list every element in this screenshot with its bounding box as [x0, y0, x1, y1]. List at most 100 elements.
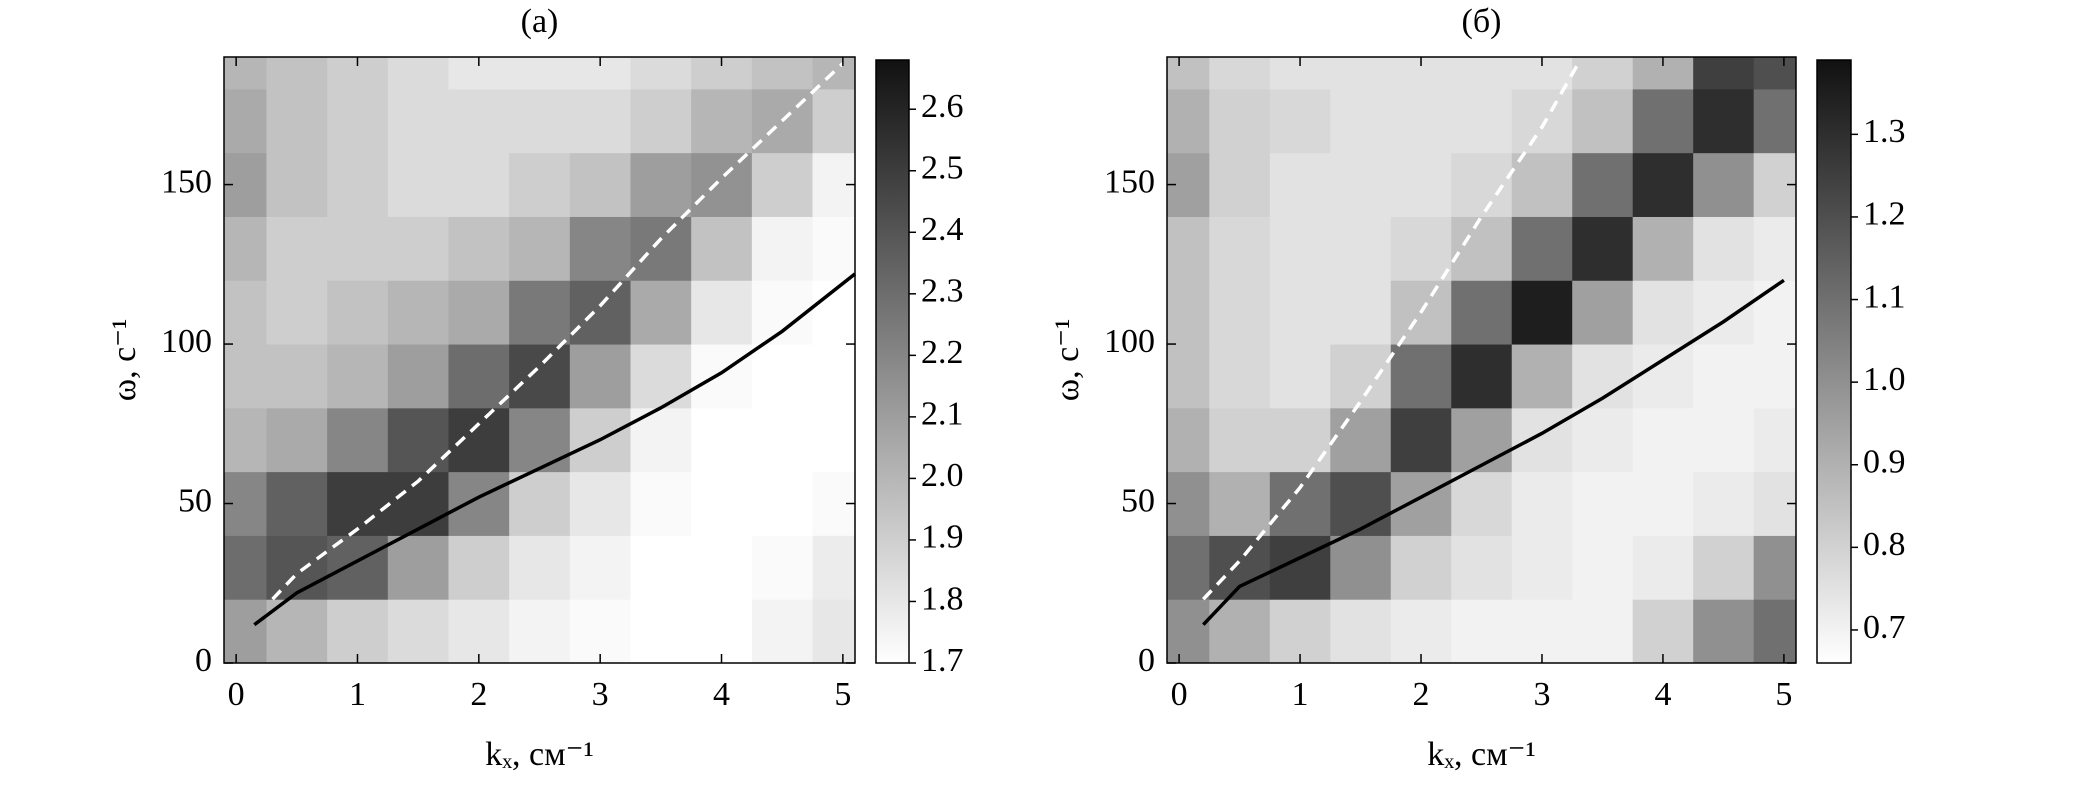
heat-cell: [509, 407, 571, 473]
heat-cell: [1451, 280, 1513, 345]
heat-cell: [266, 535, 328, 600]
heat-cell: [1330, 216, 1392, 281]
heat-cell: [1390, 88, 1452, 154]
plot-frame: [1166, 56, 1797, 664]
heat-cell: [224, 88, 267, 154]
heat-cell: [630, 599, 692, 664]
colorbar-tick-label: 2.3: [921, 273, 964, 310]
heat-cell: [1451, 344, 1513, 409]
heat-cell: [1269, 471, 1331, 536]
curve: [253, 272, 857, 627]
x-tick-label: 1: [1292, 676, 1309, 713]
heat-cell: [387, 535, 449, 600]
heat-cell: [1390, 344, 1452, 409]
x-tick-label: 5: [1775, 676, 1792, 713]
heat-cell: [1390, 407, 1452, 473]
heat-cell: [1753, 599, 1797, 664]
y-axis-label: ω, с⁻¹: [106, 319, 143, 402]
heat-cell: [751, 407, 814, 473]
heat-cell: [224, 280, 267, 345]
heat-cell: [266, 152, 328, 217]
y-tick-label: 0: [1138, 642, 1155, 679]
heat-cell: [569, 216, 632, 281]
heat-cell: [509, 471, 571, 536]
heat-cell: [751, 471, 814, 536]
heat-cell: [1451, 599, 1513, 664]
heat-cell: [1209, 152, 1271, 217]
heat-cell: [812, 216, 856, 281]
heat-cell: [1451, 407, 1513, 473]
heat-cell: [1209, 407, 1271, 473]
heat-cell: [1632, 471, 1694, 536]
heat-cell: [1693, 88, 1755, 154]
heat-cell: [1330, 152, 1392, 217]
heat-cell: [812, 407, 856, 473]
heat-cell: [509, 88, 571, 154]
heat-cell: [1451, 88, 1513, 154]
y-tick-label: 50: [1121, 482, 1155, 519]
heat-cell: [1753, 57, 1797, 90]
heat-cell: [1693, 599, 1755, 664]
colorbar-tick-label: 2.4: [921, 211, 964, 248]
heat-cell: [812, 535, 856, 600]
heat-cell: [691, 216, 753, 281]
heat-cell: [1572, 216, 1634, 281]
heat-cell: [691, 152, 753, 217]
heat-cell: [266, 471, 328, 536]
heat-cell: [327, 407, 389, 473]
x-tick-label: 1: [349, 676, 366, 713]
heat-cell: [1167, 344, 1210, 409]
heat-cell: [1269, 216, 1331, 281]
heat-cell: [1330, 88, 1392, 154]
heat-cell: [751, 57, 814, 90]
heat-cell: [387, 57, 449, 90]
heat-cell: [1693, 471, 1755, 536]
heat-cell: [509, 535, 571, 600]
chart-title: (б): [1462, 3, 1502, 40]
heat-cell: [1390, 535, 1452, 600]
x-tick-label: 0: [1171, 676, 1188, 713]
heat-cell: [266, 344, 328, 409]
heat-cell: [1209, 471, 1271, 536]
heat-cell: [1572, 152, 1634, 217]
heat-cell: [1451, 57, 1513, 90]
heat-cell: [387, 280, 449, 345]
heat-cell: [1511, 471, 1573, 536]
colorbar-tick-label: 1.9: [921, 519, 964, 556]
heat-cell: [1511, 88, 1573, 154]
heat-cell: [1451, 152, 1513, 217]
heat-cell: [569, 88, 632, 154]
heat-cell: [1269, 599, 1331, 664]
heat-cell: [327, 88, 389, 154]
y-tick-label: 100: [1104, 323, 1155, 360]
heat-cell: [1511, 152, 1573, 217]
heat-cell: [1693, 407, 1755, 473]
heat-cell: [691, 535, 753, 600]
y-axis-label: ω, с⁻¹: [1049, 319, 1086, 402]
heat-cell: [751, 152, 814, 217]
colorbar-tick-label: 2.5: [921, 150, 964, 187]
heat-cell: [327, 471, 389, 536]
heat-cell: [812, 599, 856, 664]
heat-cell: [630, 535, 692, 600]
heat-cell: [387, 88, 449, 154]
heat-cell: [448, 344, 510, 409]
heat-cell: [266, 88, 328, 154]
colorbar-tick-label: 1.7: [921, 642, 964, 679]
heat-cell: [569, 280, 632, 345]
heat-cell: [1390, 216, 1452, 281]
curve: [1202, 62, 1580, 601]
y-tick-label: 150: [161, 163, 212, 200]
heat-cell: [1167, 535, 1210, 600]
colorbar-tick-label: 1.2: [1863, 196, 1906, 233]
heat-cell: [327, 152, 389, 217]
colorbar-tick-label: 1.8: [921, 580, 964, 617]
heat-cell: [691, 599, 753, 664]
colorbar: [875, 59, 910, 664]
heat-cell: [1511, 535, 1573, 600]
heat-cell: [1167, 88, 1210, 154]
x-tick-label: 3: [592, 676, 609, 713]
colorbar: [1816, 59, 1852, 664]
heat-cell: [1572, 57, 1634, 90]
heat-cell: [1209, 88, 1271, 154]
